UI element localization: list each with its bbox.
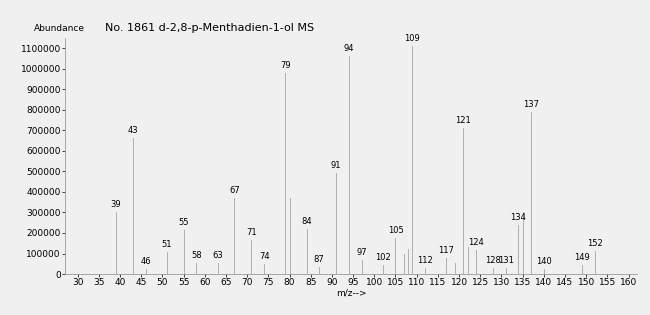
Text: 121: 121 — [456, 116, 471, 125]
Text: 84: 84 — [301, 217, 312, 226]
Text: 134: 134 — [510, 213, 526, 222]
Text: 51: 51 — [161, 240, 172, 249]
Text: 131: 131 — [498, 256, 514, 265]
Text: 63: 63 — [212, 251, 223, 260]
Text: 128: 128 — [485, 256, 501, 265]
Text: 39: 39 — [111, 200, 121, 209]
Text: 71: 71 — [246, 228, 257, 237]
Text: 74: 74 — [259, 252, 270, 261]
X-axis label: m/z-->: m/z--> — [335, 289, 367, 298]
Text: 94: 94 — [344, 44, 354, 53]
Text: 149: 149 — [574, 253, 590, 262]
Text: 109: 109 — [404, 34, 421, 43]
Text: 152: 152 — [587, 239, 603, 248]
Text: 140: 140 — [536, 257, 552, 266]
Text: 58: 58 — [191, 251, 202, 260]
Text: 67: 67 — [229, 186, 240, 195]
Text: 102: 102 — [375, 253, 391, 262]
Text: 87: 87 — [314, 255, 324, 264]
Text: 55: 55 — [178, 218, 189, 227]
Text: 117: 117 — [438, 245, 454, 255]
Text: 112: 112 — [417, 256, 433, 265]
Text: 137: 137 — [523, 100, 539, 109]
Text: 124: 124 — [468, 238, 484, 247]
Text: 46: 46 — [140, 257, 151, 266]
Text: 105: 105 — [387, 226, 404, 235]
Text: 43: 43 — [127, 126, 138, 135]
Text: 79: 79 — [280, 61, 291, 70]
Text: No. 1861 d-2,8-p-Menthadien-1-ol MS: No. 1861 d-2,8-p-Menthadien-1-ol MS — [105, 23, 314, 33]
Text: Abundance: Abundance — [34, 24, 84, 33]
Text: 97: 97 — [356, 248, 367, 257]
Text: 91: 91 — [331, 161, 341, 170]
